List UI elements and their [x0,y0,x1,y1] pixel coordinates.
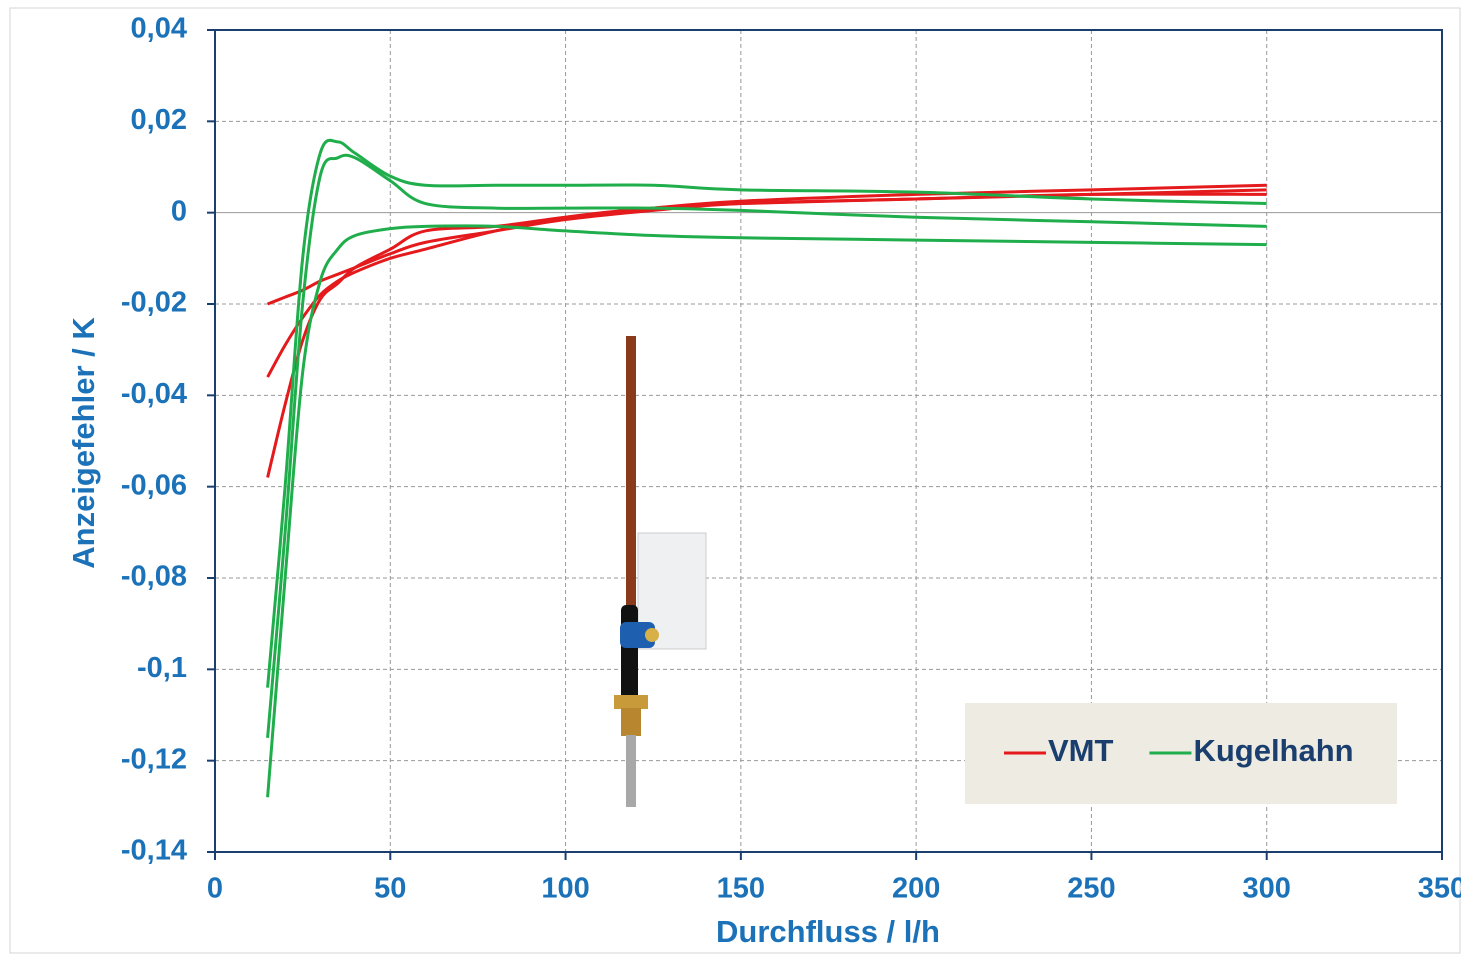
sensor-photo [614,336,707,807]
y-tick-label: -0,06 [121,469,187,501]
clip [620,622,655,648]
thread [621,708,641,736]
data-line [266,153,1267,738]
frame [9,7,1461,954]
x-tick-label: 350 [1418,873,1461,905]
x-tick-label: 250 [1067,873,1115,905]
x-tick-label: 100 [541,873,589,905]
clip-hole [645,628,659,642]
sleeve [621,605,638,700]
y-tick-label: -0,02 [121,287,187,319]
legend-label: Kugelhahn [1193,733,1353,768]
nut [614,695,648,709]
x-tick-label: 150 [717,873,765,905]
cable [626,336,636,611]
y-tick-label: -0,14 [121,835,187,867]
y-tick-label: 0 [171,195,187,227]
x-tick-label: 0 [207,873,223,905]
legend-label: VMT [1048,733,1114,768]
x-axis-title: Durchfluss / l/h [716,914,940,949]
x-tick-label: 50 [374,873,406,905]
y-tick-label: -0,08 [121,561,187,593]
y-tick-label: 0,02 [131,104,187,136]
plot-border [214,29,1443,853]
y-tick-label: -0,12 [121,743,187,775]
data-line [266,138,1267,688]
y-tick-label: -0,1 [137,652,187,684]
y-axis-title: Anzeigefehler / K [66,317,101,569]
y-tick-label: -0,04 [121,378,187,410]
data-line [266,224,1267,798]
x-tick-label: 300 [1243,873,1291,905]
probe [626,735,636,807]
x-tick-label: 200 [892,873,940,905]
y-tick-label: 0,04 [131,13,187,45]
